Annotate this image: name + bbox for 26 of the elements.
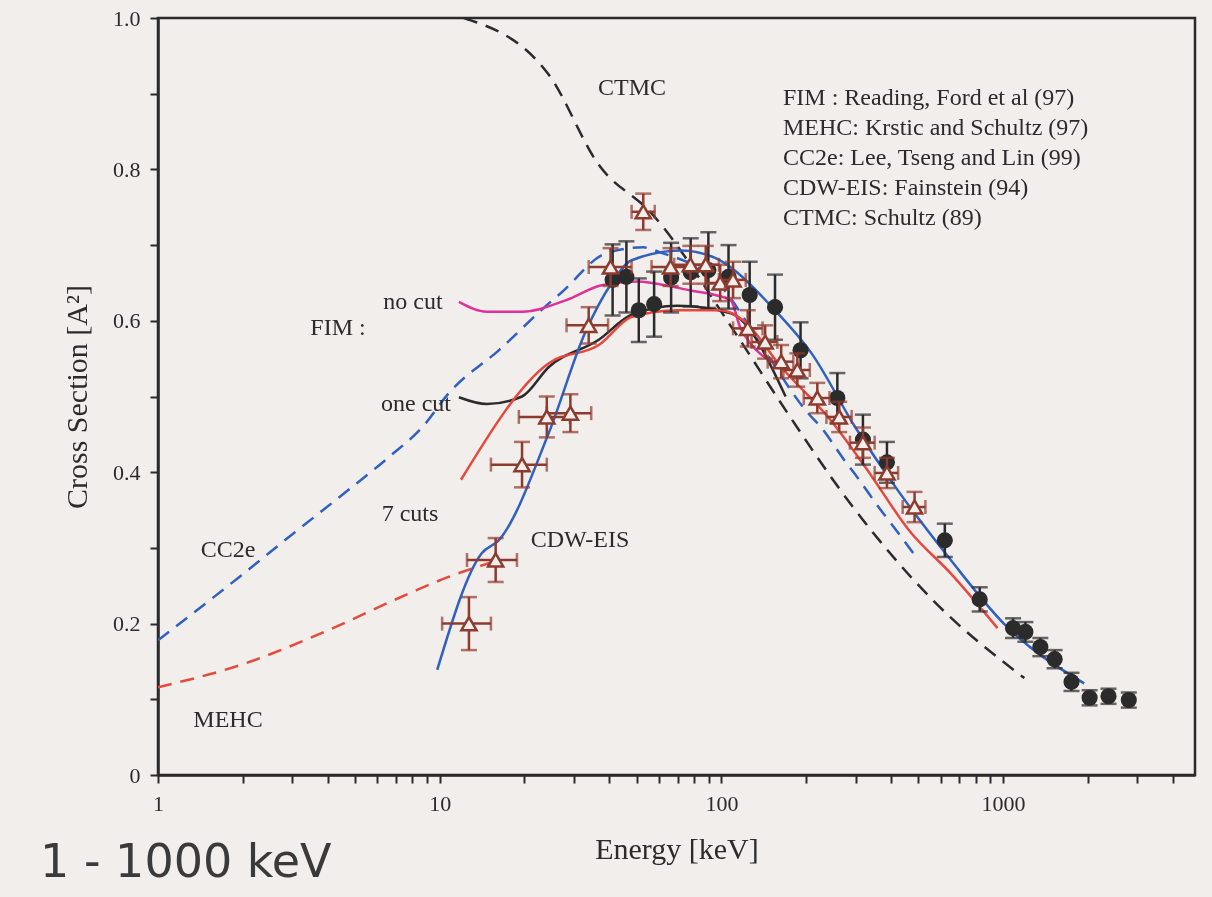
annotation: CTMC: Schultz (89) — [783, 204, 982, 230]
x-tick-label: 1000 — [981, 790, 1026, 816]
annotation: CC2e: Lee, Tseng and Lin (99) — [783, 144, 1081, 170]
y-tick-label: 0.2 — [113, 611, 141, 637]
x-axis-title: Energy [keV] — [595, 831, 759, 865]
annotation: CDW-EIS: Fainstein (94) — [783, 174, 1029, 200]
y-tick-label: 0.6 — [113, 308, 141, 334]
x-tick-label: 100 — [705, 790, 739, 816]
y-tick-label: 0 — [129, 762, 141, 788]
x-tick-label: 10 — [429, 790, 452, 816]
annotation: CTMC — [597, 74, 667, 100]
y-tick-label: 0.4 — [113, 459, 141, 485]
annotation: CDW-EIS — [530, 526, 630, 552]
annotation: MEHC: Krstic and Schultz (97) — [783, 114, 1089, 140]
y-tick-label: 1.0 — [113, 5, 141, 31]
annotation: FIM : Reading, Ford et al (97) — [783, 84, 1075, 110]
y-tick-label: 0.8 — [113, 156, 141, 182]
annotation: MEHC — [193, 706, 263, 732]
annotation: FIM : — [310, 314, 366, 340]
annotation: CC2e — [200, 536, 256, 562]
x-tick-label: 1 — [153, 790, 164, 816]
annotation: one cut — [381, 390, 452, 416]
annotation: no cut — [383, 288, 443, 314]
y-axis-title: Cross Section [A²] — [60, 285, 93, 509]
text: 1 - 1000 keV — [40, 834, 333, 888]
annotation: 7 cuts — [381, 500, 439, 526]
